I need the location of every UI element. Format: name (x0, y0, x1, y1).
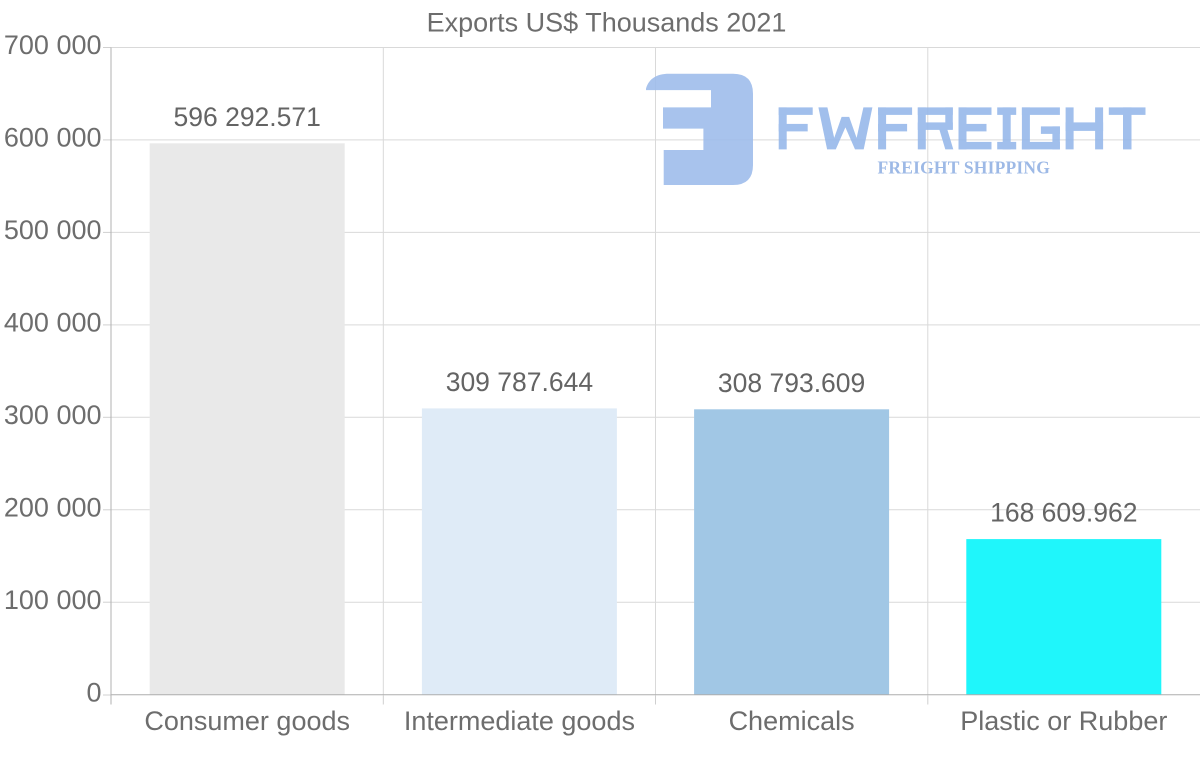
svg-text:Plastic or Rubber: Plastic or Rubber (960, 706, 1167, 736)
svg-text:400 000: 400 000 (4, 308, 102, 338)
svg-text:168 609.962: 168 609.962 (990, 498, 1137, 528)
svg-text:600 000: 600 000 (4, 123, 102, 153)
svg-text:300 000: 300 000 (4, 400, 102, 430)
svg-text:Intermediate goods: Intermediate goods (404, 706, 635, 736)
svg-text:FREIGHT SHIPPING: FREIGHT SHIPPING (878, 158, 1051, 178)
svg-text:309 787.644: 309 787.644 (446, 367, 593, 397)
svg-text:0: 0 (86, 677, 101, 707)
svg-text:308 793.609: 308 793.609 (718, 368, 865, 398)
svg-text:500 000: 500 000 (4, 215, 102, 245)
svg-text:Consumer goods: Consumer goods (144, 706, 350, 736)
svg-text:200 000: 200 000 (4, 493, 102, 523)
svg-text:100 000: 100 000 (4, 585, 102, 615)
svg-text:Chemicals: Chemicals (729, 706, 855, 736)
svg-text:Exports US$ Thousands 2021: Exports US$ Thousands 2021 (427, 8, 787, 38)
svg-text:596 292.571: 596 292.571 (174, 102, 321, 132)
svg-text:700 000: 700 000 (4, 30, 102, 60)
